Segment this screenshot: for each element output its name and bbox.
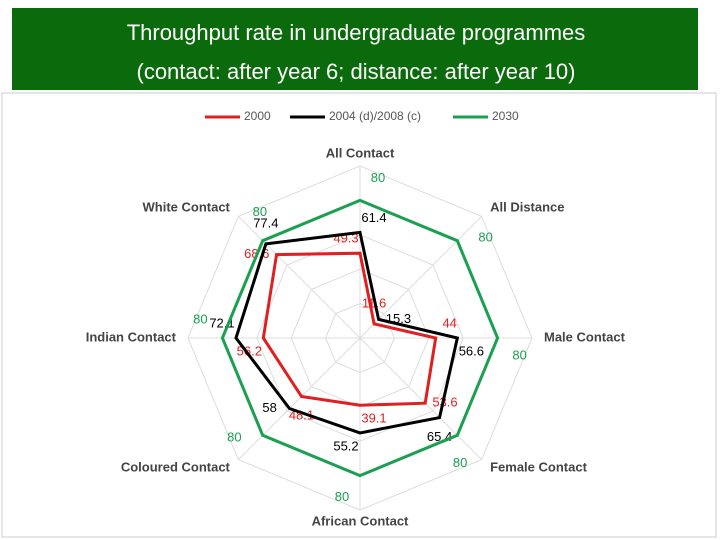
value-label: 80	[193, 311, 207, 326]
category-label: Indian Contact	[86, 329, 177, 344]
value-label: 80	[227, 430, 241, 445]
value-label: 77.4	[253, 216, 278, 231]
legend-label: 2030	[492, 109, 519, 123]
value-label: 80	[371, 170, 385, 185]
chart-title: Throughput rate in undergraduate program…	[127, 20, 586, 45]
value-label: 58	[262, 400, 276, 415]
series-line	[261, 251, 438, 407]
spoke	[238, 337, 361, 460]
value-label: 80	[253, 204, 267, 219]
category-label: White Contact	[143, 199, 231, 214]
value-label: 39.1	[361, 411, 386, 426]
category-label: African Contact	[312, 513, 409, 528]
category-label: All Contact	[326, 145, 395, 160]
value-label: 56.6	[459, 343, 484, 358]
spoke	[238, 216, 361, 339]
value-label: 53.6	[432, 395, 457, 410]
value-label: 80	[453, 455, 467, 470]
series-line	[234, 230, 460, 435]
legend-label: 2004 (d)/2008 (c)	[329, 109, 421, 123]
value-label: 55.2	[333, 438, 358, 453]
spoke	[359, 337, 482, 460]
category-label: Male Contact	[544, 329, 626, 344]
category-label: Coloured Contact	[121, 460, 231, 475]
value-label: 15.3	[386, 311, 411, 326]
category-label: Female Contact	[490, 460, 587, 475]
category-label: All Distance	[490, 199, 564, 214]
value-label: 61.4	[361, 210, 386, 225]
value-label: 80	[335, 489, 349, 504]
value-label: 80	[512, 347, 526, 362]
spoke	[359, 216, 482, 339]
value-label: 44	[442, 315, 456, 330]
chart-title: (contact: after year 6; distance: after …	[137, 59, 576, 84]
plot-border	[1, 92, 717, 538]
title-band	[12, 8, 698, 90]
series-line	[220, 198, 500, 478]
legend-label: 2000	[244, 109, 271, 123]
value-label: 80	[478, 229, 492, 244]
